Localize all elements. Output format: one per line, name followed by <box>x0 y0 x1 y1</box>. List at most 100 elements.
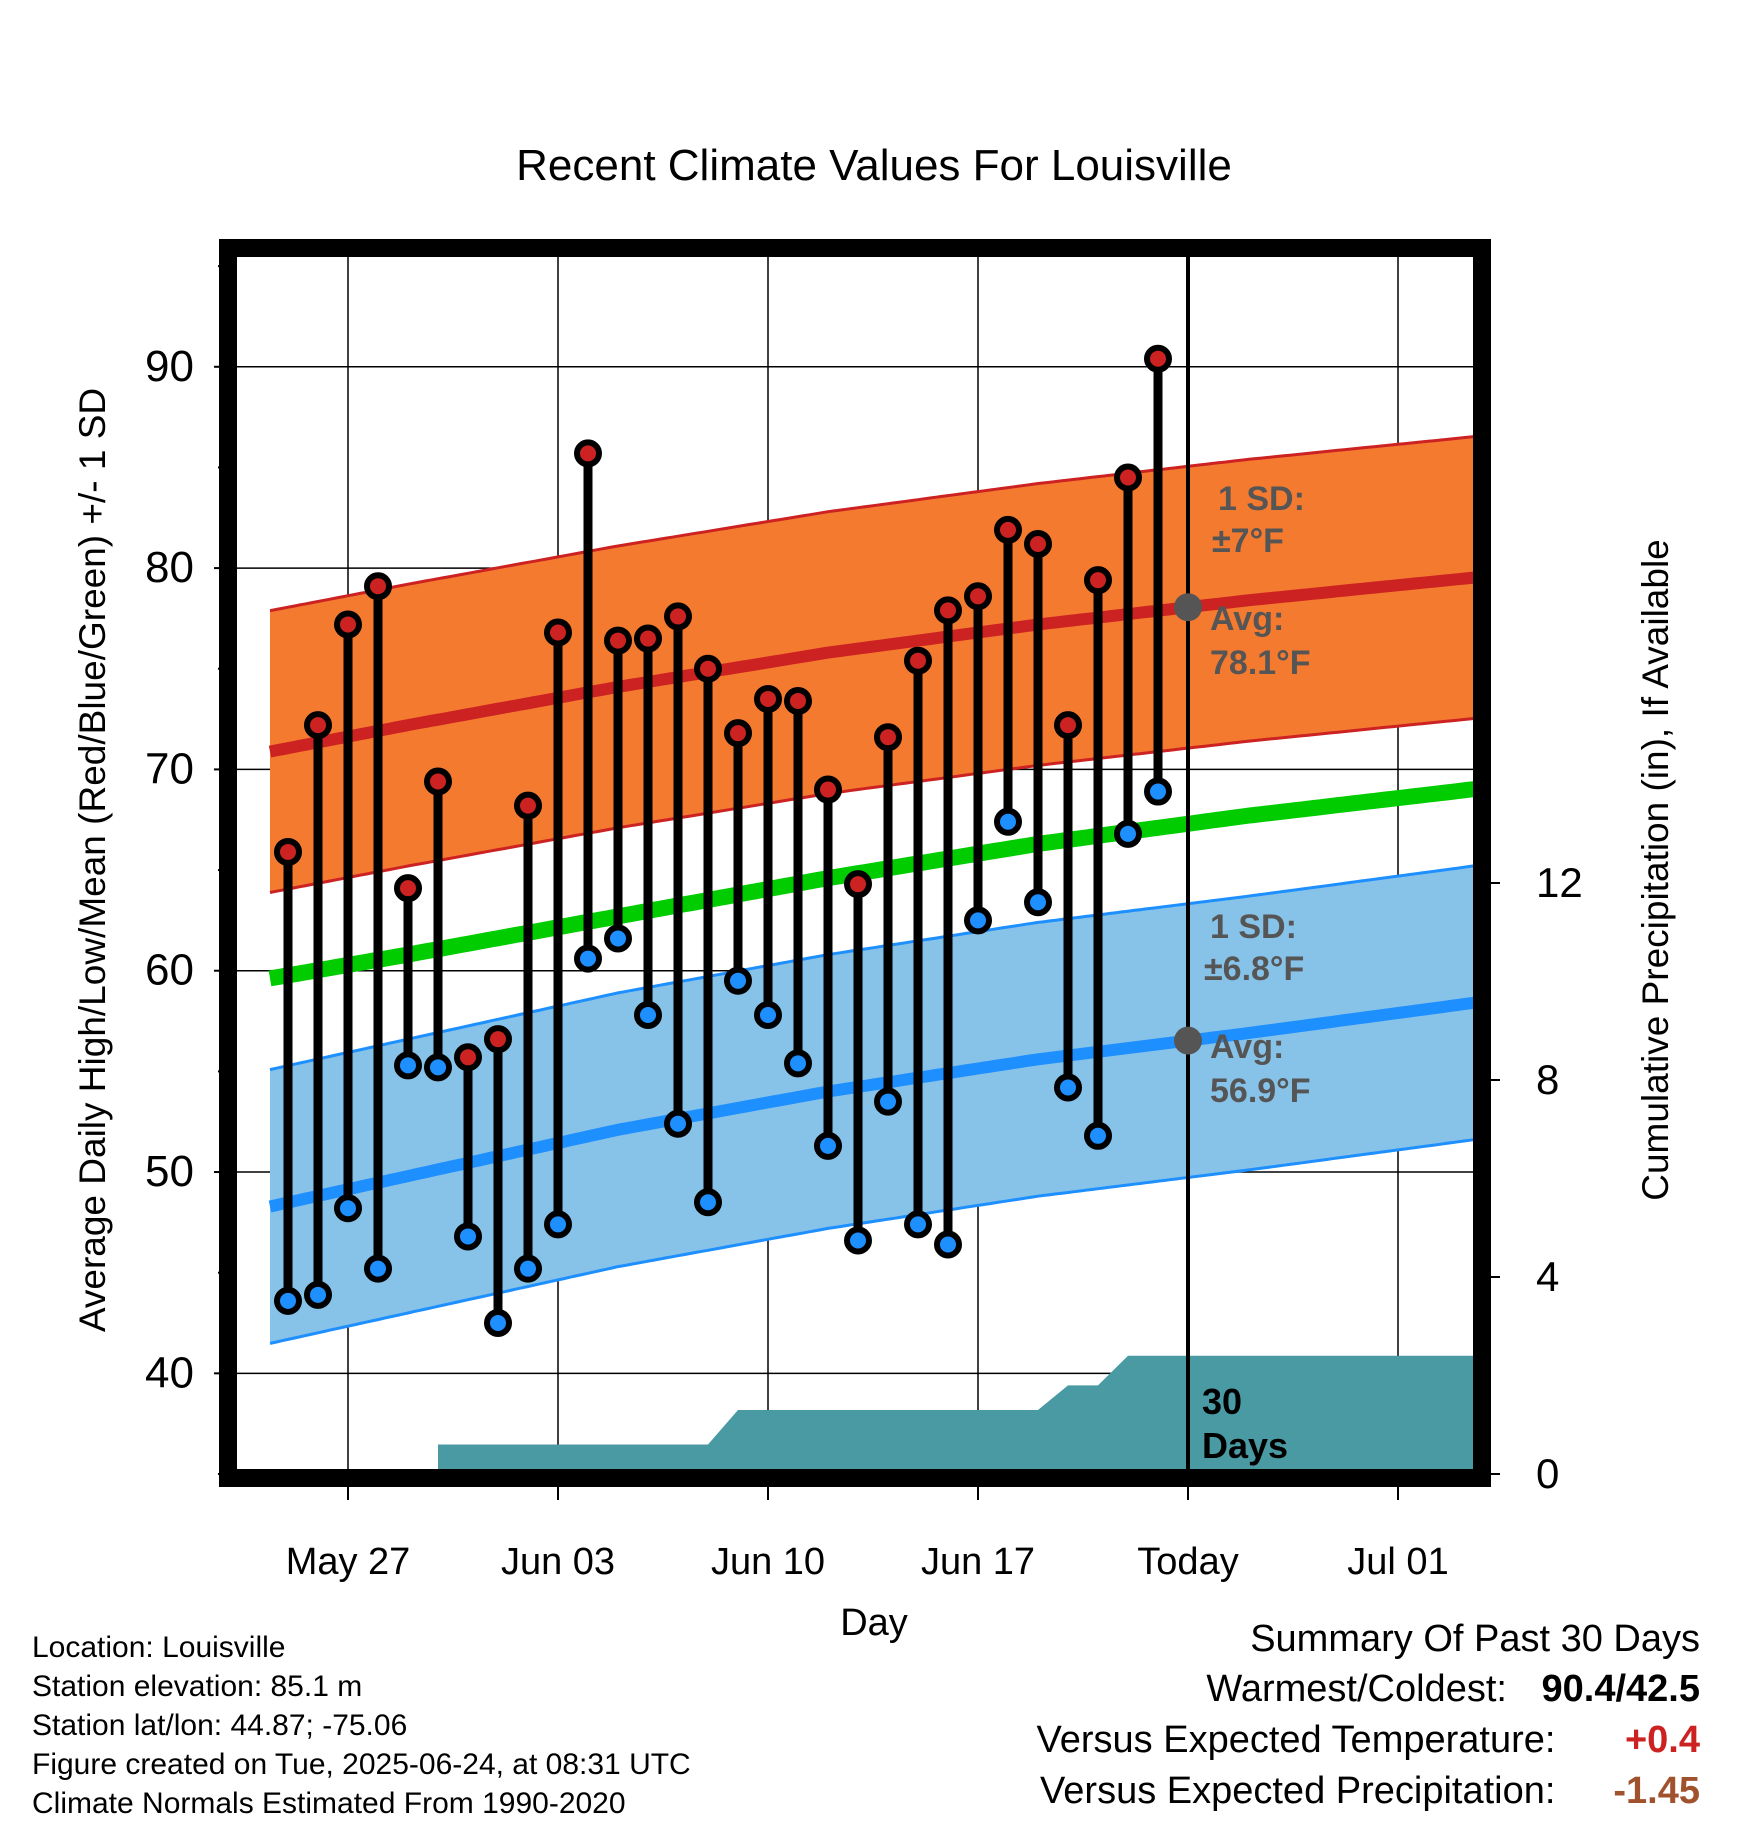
low-point <box>964 906 992 935</box>
low-point <box>1114 819 1142 848</box>
low-point <box>484 1309 512 1338</box>
y-tick-label: 40 <box>145 1348 194 1397</box>
high-point <box>634 624 662 653</box>
low-point <box>1084 1121 1112 1150</box>
low-point <box>424 1053 452 1082</box>
high-sd-upper <box>269 434 1477 613</box>
low-point <box>724 966 752 995</box>
x-tick-label: May 27 <box>286 1541 411 1583</box>
high-avg-value: 78.1°F <box>1210 644 1311 682</box>
low-point <box>304 1280 332 1309</box>
summary-title: Summary Of Past 30 Days <box>1250 1618 1700 1660</box>
y-right-tick-label: 0 <box>1536 1450 1559 1497</box>
low-point <box>754 1001 782 1030</box>
high-point <box>604 626 632 655</box>
x-tick-label: Jun 10 <box>711 1541 825 1583</box>
high-point <box>1054 711 1082 740</box>
low-point <box>634 1001 662 1030</box>
chart-title: Recent Climate Values For Louisville <box>516 141 1232 190</box>
y-right-tick-label: 8 <box>1536 1056 1559 1103</box>
high-point <box>514 791 542 820</box>
high-sd-lower <box>269 716 1477 894</box>
low-sd-lower <box>269 1137 1477 1345</box>
info-normals: Climate Normals Estimated From 1990-2020 <box>32 1787 626 1820</box>
plot-frame <box>219 239 1491 1487</box>
low-point <box>694 1188 722 1217</box>
low-point <box>514 1254 542 1283</box>
low-point <box>574 944 602 973</box>
high-point <box>574 439 602 468</box>
summary-precip: Versus Expected Precipitation: -1.45 <box>1037 1766 1700 1817</box>
high-point <box>664 602 692 631</box>
precip-period-unit: Days <box>1202 1425 1288 1466</box>
high-point <box>934 596 962 625</box>
low-point <box>544 1210 572 1239</box>
high-point <box>724 719 752 748</box>
high-point <box>454 1043 482 1072</box>
high-point <box>394 874 422 903</box>
high-point <box>334 610 362 639</box>
x-axis-label: Day <box>840 1602 908 1644</box>
high-sd-label: 1 SD: <box>1218 480 1305 518</box>
station-info: Location: Louisville Station elevation: … <box>32 1628 691 1823</box>
high-point <box>904 646 932 675</box>
y-tick-label: 80 <box>145 543 194 592</box>
mean-line <box>268 780 1477 987</box>
low-point <box>904 1210 932 1239</box>
summary-temp: Versus Expected Temperature: +0.4 <box>1037 1715 1700 1766</box>
low-sd-upper <box>269 864 1477 1072</box>
high-point <box>544 618 572 647</box>
temp-value: +0.4 <box>1624 1719 1700 1761</box>
low-point <box>274 1286 302 1315</box>
low-point <box>814 1131 842 1160</box>
low-sd-value: ±6.8°F <box>1204 950 1304 988</box>
precip-value: -1.45 <box>1613 1770 1700 1812</box>
info-created: Figure created on Tue, 2025-06-24, at 08… <box>32 1748 691 1781</box>
x-tick-label: Jun 17 <box>921 1541 1035 1583</box>
high-point <box>1144 344 1172 373</box>
low-point <box>664 1109 692 1138</box>
high-sd-band <box>270 436 1476 893</box>
high-sd-value: ±7°F <box>1212 522 1284 560</box>
y-axis-label-right: Cumulative Precipitation (in), If Availa… <box>1635 539 1676 1201</box>
low-point <box>934 1230 962 1259</box>
low-point <box>1144 777 1172 806</box>
info-location: Location: Louisville <box>32 1631 286 1664</box>
summary-warm-cold: Warmest/Coldest: 90.4/42.5 <box>1037 1664 1700 1715</box>
low-point <box>1024 888 1052 917</box>
plot-area: 1 SD: ±7°F Avg: 78.1°F 1 SD: ±6.8°F Avg: 56.9°F… <box>145 239 1583 1583</box>
high-point <box>274 837 302 866</box>
warm-cold-label: Warmest/Coldest: <box>1206 1668 1507 1710</box>
low-point <box>364 1254 392 1283</box>
low-point <box>1054 1073 1082 1102</box>
info-elevation: Station elevation: 85.1 m <box>32 1670 363 1703</box>
high-point <box>1084 566 1112 595</box>
info-latlon: Station lat/lon: 44.87; -75.06 <box>32 1709 408 1742</box>
low-avg-value: 56.9°F <box>1210 1072 1311 1110</box>
low-point <box>394 1051 422 1080</box>
low-point <box>844 1226 872 1255</box>
high-point <box>994 515 1022 544</box>
high-point <box>424 767 452 796</box>
high-point <box>874 723 902 752</box>
y-tick-label: 60 <box>145 946 194 995</box>
temp-label: Versus Expected Temperature: <box>1036 1719 1556 1761</box>
low-avg-today-dot <box>1174 1026 1202 1055</box>
low-point <box>334 1194 362 1223</box>
high-point <box>484 1025 512 1054</box>
low-point <box>994 807 1022 836</box>
high-point <box>304 711 332 740</box>
y-right-tick-label: 4 <box>1536 1253 1559 1300</box>
high-point <box>784 686 812 715</box>
high-point <box>814 775 842 804</box>
high-point <box>364 572 392 601</box>
high-point <box>694 654 722 683</box>
high-avg-label: Avg: <box>1210 600 1284 638</box>
warm-cold-value: 90.4/42.5 <box>1541 1668 1700 1710</box>
y-tick-label: 50 <box>145 1147 194 1196</box>
x-tick-label: Jul 01 <box>1347 1541 1448 1583</box>
high-point <box>1114 463 1142 492</box>
low-point <box>784 1049 812 1078</box>
high-point <box>964 582 992 611</box>
